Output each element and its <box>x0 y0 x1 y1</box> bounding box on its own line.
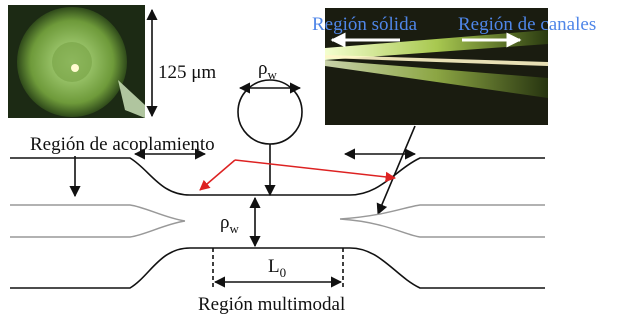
core-right <box>340 205 545 237</box>
diameter-label: 125 μm <box>158 62 216 83</box>
coupling-label: Región de acoplamiento <box>30 134 215 155</box>
multimode-label: Región multimodal <box>198 294 345 315</box>
ray <box>235 160 395 178</box>
solid-label: Región sólida <box>312 14 418 35</box>
channels-label: Región de canales <box>458 14 596 35</box>
diagram: 125 μm ρw Región sólida Región de canale… <box>0 0 627 321</box>
fiber-photo <box>8 5 145 118</box>
pointer <box>378 126 415 214</box>
fiber-cross-section <box>238 80 302 144</box>
core-left <box>10 205 185 237</box>
taper-top <box>10 158 545 195</box>
length-label: L0 <box>268 256 286 280</box>
ray <box>200 160 235 190</box>
rho-mid-label: ρw <box>220 212 239 236</box>
rho-top-label: ρw <box>258 58 277 82</box>
